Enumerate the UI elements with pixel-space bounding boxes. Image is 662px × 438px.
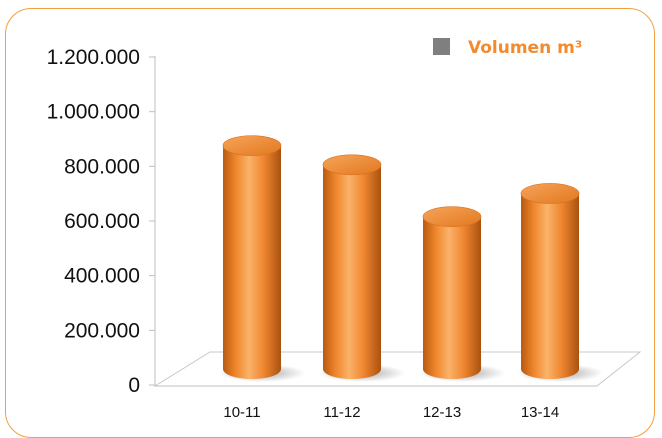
- y-tick-label: 800.000: [64, 155, 140, 178]
- legend-swatch: [433, 38, 450, 55]
- x-tick-label: 10-11: [223, 404, 260, 421]
- bar-12-13: [419, 206, 505, 382]
- y-tick-label: 400.000: [64, 265, 140, 288]
- y-axis-ticks: 0 200.000 400.000 600.000 800.000 1.000.000 1.…: [47, 46, 155, 397]
- y-tick-label: 1.000.000: [47, 101, 140, 124]
- y-tick-label: 600.000: [64, 210, 140, 233]
- bar-body: [521, 193, 579, 379]
- bar-body: [423, 216, 481, 379]
- legend-label: Volumen m³: [468, 38, 582, 58]
- y-tick-label: 0: [128, 374, 140, 397]
- y-tick-label: 1.200.000: [47, 46, 140, 69]
- bar-10-11: [219, 135, 305, 382]
- x-axis-ticks: 10-11 11-12 12-13 13-14: [223, 404, 559, 421]
- bar-body: [223, 145, 281, 379]
- bar-top: [520, 183, 580, 204]
- x-tick-label: 11-12: [323, 404, 360, 421]
- bar-11-12: [319, 154, 405, 382]
- legend: Volumen m³: [433, 38, 582, 58]
- y-tick-label: 200.000: [64, 319, 140, 342]
- bar-top: [322, 154, 382, 176]
- bars: [219, 135, 603, 382]
- bar-top: [222, 135, 282, 156]
- x-tick-label: 13-14: [521, 404, 559, 421]
- bar-body: [323, 164, 381, 379]
- bar-top: [422, 206, 482, 227]
- cylinder-bar-chart: 0 200.000 400.000 600.000 800.000 1.000.000 1.…: [47, 38, 642, 421]
- bar-13-14: [517, 183, 603, 382]
- x-tick-label: 12-13: [423, 404, 461, 421]
